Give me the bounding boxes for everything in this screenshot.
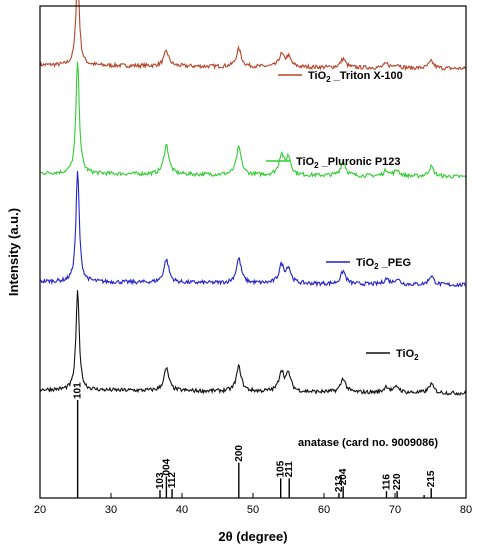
series-line [39,61,467,180]
ref-label: 004 [161,458,172,475]
x-tick-label: 70 [389,504,401,516]
ref-label: 101 [73,382,84,399]
axes: 20 30 40 50 60 70 80 [34,5,472,516]
x-axis-title: 2θ (degree) [218,529,287,544]
series-line [39,290,467,396]
ref-label: 200 [234,445,245,462]
legend-label: TiO2 [396,348,419,362]
ref-label: 112 [167,472,178,489]
ref-title: anatase (card no. 9009086) [298,437,438,449]
x-axis-title-main: 2 [218,529,225,544]
series-line [39,171,467,288]
x-tick-label: 60 [318,504,330,516]
ref-label: 220 [392,473,403,490]
x-tick-label: 80 [460,504,472,516]
x-axis-title-rest: (degree) [233,529,288,544]
legend: TiO2 _Triton X-100 TiO2 _Pluronic P123 TiO… [266,70,419,362]
y-axis-title: Intensity (a.u.) [6,208,21,296]
x-tick-label: 40 [176,504,188,516]
x-tick-label: 30 [105,504,117,516]
ref-label: 215 [426,470,437,487]
legend-label: TiO2 _Triton X-100 [308,70,403,84]
series-line [39,0,467,72]
ref-label: 116 [381,474,392,491]
ref-label: 103 [155,472,166,489]
ref-label: 204 [338,468,349,485]
legend-label: TiO2 _Pluronic P123 [296,156,401,170]
ref-label: 105 [276,460,287,477]
ref-label: 211 [284,461,295,478]
x-tick-label: 50 [247,504,259,516]
legend-label: TiO2 _PEG [356,257,411,271]
x-axis-title-theta: θ [226,529,233,544]
series-layer [39,0,467,396]
ref-label: 213 [334,475,345,492]
x-tick-label: 20 [34,504,46,516]
